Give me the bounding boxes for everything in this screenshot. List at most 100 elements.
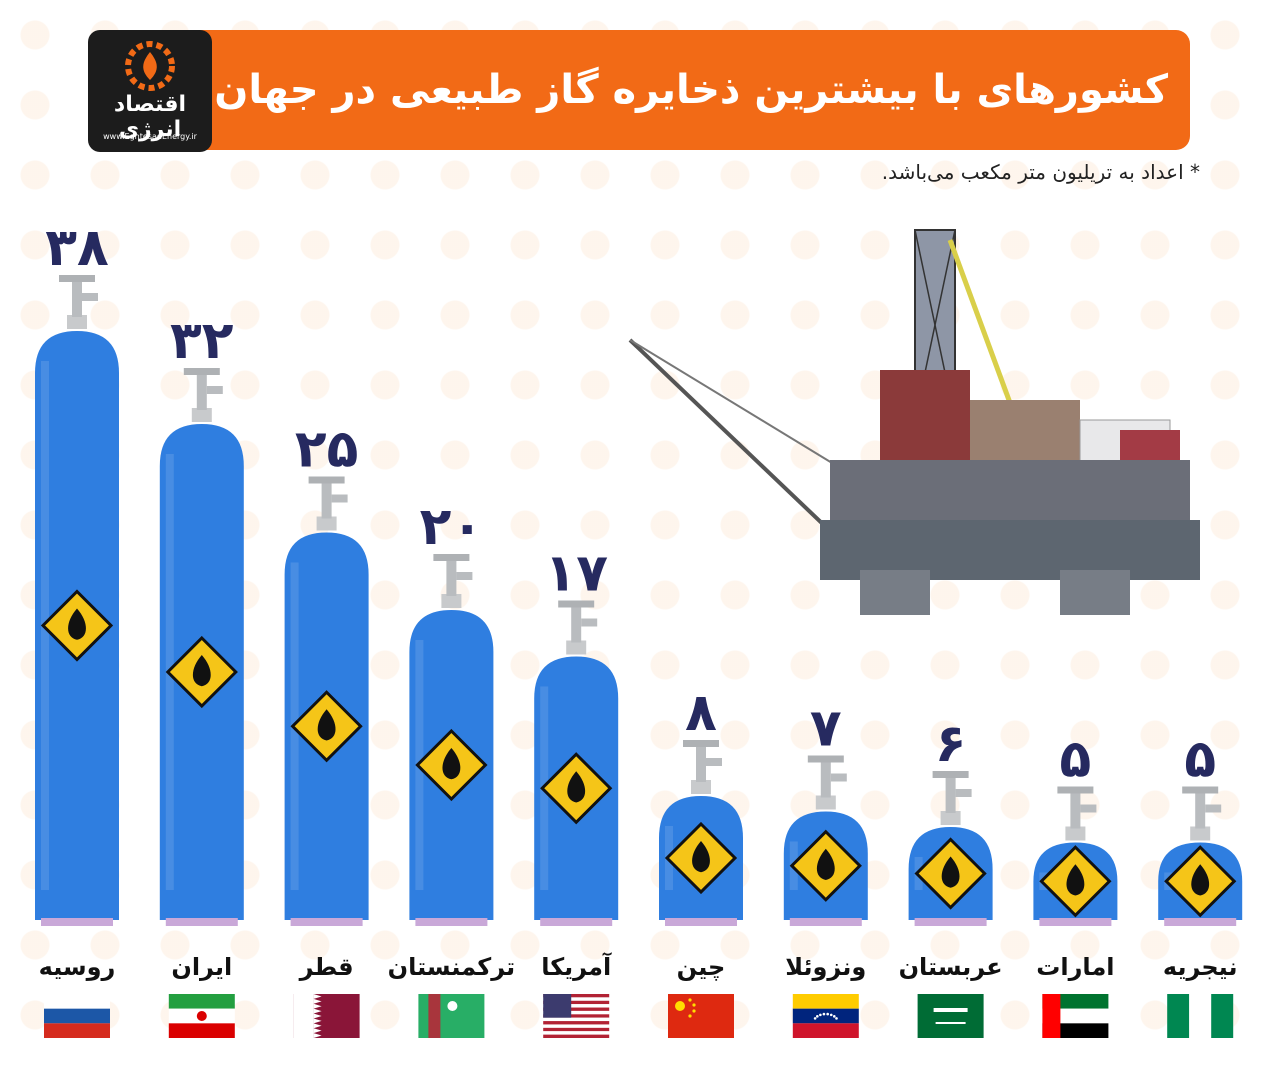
value-label: ۲۵ <box>295 420 358 480</box>
cylinder-base <box>789 918 862 926</box>
gear-flame-icon <box>125 41 175 91</box>
iran-flag <box>168 994 235 1038</box>
category-label: قطر <box>299 953 354 981</box>
valve-stem <box>72 281 82 317</box>
bar-iran: ۳۲ ایران <box>159 311 244 1038</box>
valve-stem <box>1070 792 1081 829</box>
valve-handle <box>59 275 95 282</box>
offshore-platform-image <box>628 229 1200 615</box>
cylinder-base <box>1039 918 1112 926</box>
cylinder-base <box>165 918 238 926</box>
valve-stem <box>945 777 956 813</box>
category-label: روسیه <box>39 953 116 981</box>
saudi-arabia-flag <box>917 994 984 1038</box>
value-label: ۶ <box>935 714 967 774</box>
valve-outlet <box>1080 804 1097 813</box>
bar-qatar: ۲۵ قطر <box>284 420 369 1038</box>
turkmenistan-flag <box>418 994 485 1038</box>
valve-outlet <box>581 618 598 627</box>
category-label: نیجریه <box>1163 953 1238 981</box>
flame-icon <box>68 608 86 640</box>
unit-note: * اعداد به تریلیون متر مکعب می‌باشد. <box>881 160 1200 184</box>
valve-handle <box>932 771 969 778</box>
category-label: عربستان <box>899 953 1003 981</box>
valve-stem <box>571 606 582 643</box>
cylinder-base <box>665 918 737 926</box>
cylinder-base <box>415 918 488 926</box>
category-label: امارات <box>1036 953 1114 981</box>
valve-stem <box>820 761 831 798</box>
category-label: ونزوئلا <box>785 953 866 981</box>
valve-handle <box>183 368 220 375</box>
valve-neck <box>441 594 462 608</box>
bar-china: ۸ چین <box>659 683 743 1038</box>
valve-outlet <box>456 572 473 580</box>
bar-saudi-arabia: ۶ عربستان <box>899 714 1003 1038</box>
value-label: ۵ <box>1060 730 1092 790</box>
valve-neck <box>815 795 836 810</box>
value-label: ۳۲ <box>170 311 234 371</box>
russia-flag <box>44 994 110 1038</box>
valve-outlet <box>1205 804 1222 813</box>
valve-stem <box>1195 792 1206 829</box>
category-label: ترکمنستان <box>388 953 516 981</box>
valve-handle <box>433 554 470 561</box>
valve-neck <box>191 408 212 422</box>
nigeria-flag <box>1167 994 1234 1038</box>
valve-stem <box>321 482 332 519</box>
valve-outlet <box>706 758 722 766</box>
valve-neck <box>67 315 87 329</box>
valve-neck <box>1065 826 1086 841</box>
valve-neck <box>316 516 337 531</box>
value-label: ۱۷ <box>544 544 607 604</box>
flame-icon <box>1191 864 1210 896</box>
valve-outlet <box>331 494 348 503</box>
title-banner: کشورهای با بیشترین ذخایره گاز طبیعی در ج… <box>200 30 1190 150</box>
bar-turkmenistan: ۲۰ ترکمنستان <box>388 497 516 1038</box>
valve-handle <box>683 740 719 747</box>
bar-nigeria: ۵ نیجریه <box>1158 730 1243 1038</box>
cylinder-base <box>41 918 113 926</box>
china-flag <box>668 994 734 1038</box>
flame-icon <box>1066 864 1085 896</box>
valve-handle <box>558 600 595 608</box>
flame-icon <box>816 848 835 881</box>
valve-outlet <box>82 293 98 301</box>
venezuela-flag <box>792 994 859 1038</box>
valve-neck <box>1190 826 1211 841</box>
bar-uae: ۵ امارات <box>1033 730 1118 1038</box>
flame-icon <box>692 841 710 873</box>
page-title: کشورهای با بیشترین ذخایره گاز طبیعی در ج… <box>214 67 1168 113</box>
logo-url: www.EghtesadEnergy.ir <box>103 132 197 141</box>
qatar-flag <box>293 994 360 1038</box>
valve-neck <box>691 780 711 794</box>
valve-handle <box>1182 786 1219 794</box>
valve-stem <box>696 746 706 782</box>
cylinder-base <box>540 918 613 926</box>
valve-outlet <box>830 773 847 782</box>
bar-russia: ۳۸ روسیه <box>35 218 119 1038</box>
bar-venezuela: ۷ ونزوئلا <box>783 699 868 1038</box>
valve-handle <box>308 476 345 484</box>
flame-icon <box>192 655 211 687</box>
cylinder-base <box>290 918 363 926</box>
value-label: ۳۸ <box>45 218 108 278</box>
bar-usa: ۱۷ آمریکا <box>534 544 619 1038</box>
cylinder-base <box>1164 918 1237 926</box>
valve-neck <box>940 811 961 825</box>
category-label: ایران <box>171 953 232 981</box>
logo-wordmark: اقتصاد انرژی <box>113 92 187 142</box>
cylinder-base <box>914 918 987 926</box>
value-label: ۷ <box>810 699 842 759</box>
value-label: ۸ <box>685 683 717 743</box>
flame-icon <box>941 856 960 888</box>
valve-outlet <box>955 789 972 797</box>
value-label: ۵ <box>1184 730 1216 790</box>
usa-flag <box>543 994 610 1038</box>
valve-stem <box>446 560 457 596</box>
uae-flag <box>1042 994 1109 1038</box>
flame-icon <box>442 748 461 780</box>
logo: اقتصاد انرژی www.EghtesadEnergy.ir <box>88 30 212 152</box>
valve-handle <box>807 755 844 763</box>
